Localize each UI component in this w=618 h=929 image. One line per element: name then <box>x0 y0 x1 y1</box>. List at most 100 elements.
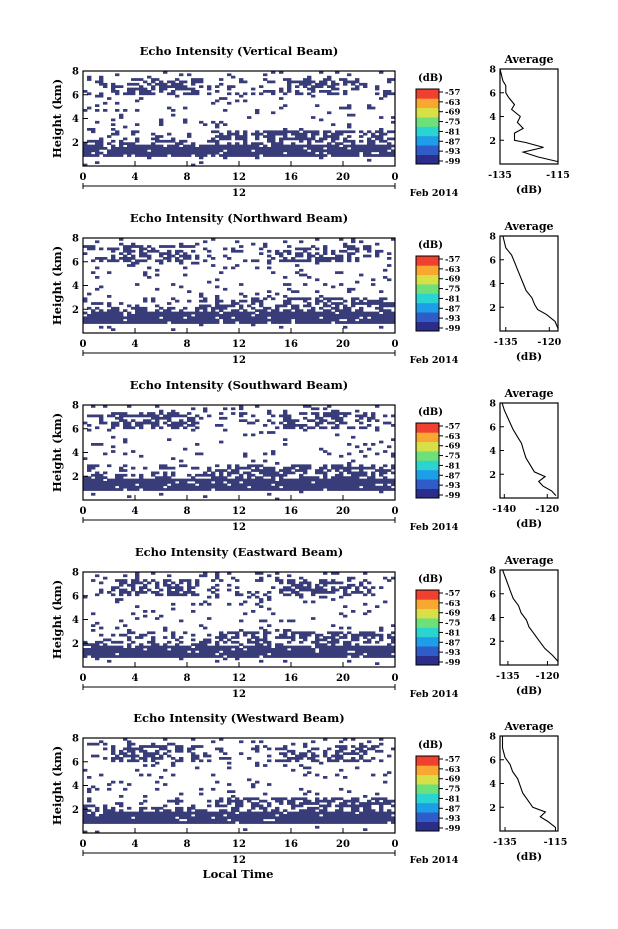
echo-cell <box>171 648 176 651</box>
echo-cell <box>351 488 356 491</box>
echo-cell <box>235 318 240 322</box>
echo-cell <box>95 104 100 108</box>
echo-cell <box>343 745 348 748</box>
echo-cell <box>343 652 348 656</box>
echo-cell <box>163 476 168 480</box>
echo-cell <box>327 111 332 115</box>
echo-cell <box>287 321 292 324</box>
echo-cell <box>339 811 344 815</box>
echo-cell <box>83 144 88 148</box>
echo-cell <box>383 576 388 580</box>
echo-cell <box>159 135 164 138</box>
echo-cell <box>203 306 208 310</box>
echo-cell <box>199 452 204 456</box>
echo-cell <box>331 137 336 141</box>
x-tick-label: 0 <box>392 673 399 684</box>
date-label: Feb 2014 <box>410 355 459 366</box>
echo-cell <box>335 254 340 258</box>
echo-cell <box>263 631 268 635</box>
echo-cell <box>239 485 244 489</box>
echo-cell <box>111 488 116 491</box>
echo-cell <box>283 631 288 635</box>
echo-cell <box>307 648 312 651</box>
echo-cell <box>243 137 248 141</box>
echo-cell <box>199 655 204 658</box>
echo-cell <box>271 478 276 482</box>
echo-cell <box>87 821 92 824</box>
echo-cell <box>303 85 308 89</box>
echo-cell <box>343 412 348 415</box>
echo-cell <box>215 645 220 649</box>
echo-cell <box>339 754 344 758</box>
echo-cell <box>131 581 136 585</box>
echo-cell <box>123 254 128 258</box>
echo-cell <box>271 414 276 418</box>
echo-cell <box>387 648 392 651</box>
echo-cell <box>327 640 332 644</box>
echo-cell <box>103 814 108 817</box>
echo-cell <box>203 488 208 491</box>
echo-cell <box>187 412 192 415</box>
echo-cell <box>215 130 220 134</box>
x-tick-label: 8 <box>184 172 191 183</box>
echo-cell <box>379 816 384 820</box>
echo-cell <box>235 797 240 801</box>
echo-cell <box>159 120 164 124</box>
echo-cell <box>159 816 164 820</box>
echo-cell <box>267 624 272 628</box>
colorbar-segment <box>416 265 439 276</box>
echo-cell <box>291 588 296 592</box>
echo-cell <box>135 576 140 580</box>
echo-cell <box>291 631 296 635</box>
echo-cell <box>127 747 132 751</box>
echo-cell <box>155 806 160 810</box>
echo-cell <box>159 151 164 155</box>
echo-cell <box>91 652 96 656</box>
echo-cell <box>291 636 296 639</box>
echo-cell <box>391 478 396 482</box>
echo-cell <box>291 471 296 475</box>
echo-cell <box>211 306 216 310</box>
echo-cell <box>263 135 268 138</box>
echo-cell <box>379 139 384 143</box>
echo-cell <box>167 588 172 592</box>
echo-cell <box>207 139 212 143</box>
echo-cell <box>287 416 292 420</box>
echo-cell <box>275 149 280 153</box>
echo-cell <box>279 469 284 472</box>
echo-cell <box>235 249 240 253</box>
echo-cell <box>347 818 352 822</box>
echo-cell <box>227 797 232 801</box>
echo-cell <box>267 471 272 475</box>
echo-cell <box>279 71 284 74</box>
echo-cell <box>383 90 388 93</box>
echo-cell <box>91 492 96 496</box>
echo-cell <box>319 80 324 84</box>
echo-cell <box>371 139 376 143</box>
echo-cell <box>347 113 352 117</box>
echo-cell <box>235 483 240 487</box>
echo-cell <box>359 650 364 654</box>
echo-cell <box>315 132 320 136</box>
echo-cell <box>211 818 216 822</box>
echo-cell <box>187 645 192 649</box>
echo-cell <box>343 106 348 110</box>
echo-cell <box>355 149 360 153</box>
echo-cell <box>319 586 324 590</box>
echo-cell <box>251 323 256 327</box>
echo-cell <box>215 299 220 303</box>
echo-cell <box>115 476 120 480</box>
echo-cell <box>243 139 248 143</box>
echo-cell <box>239 94 244 98</box>
echo-cell <box>275 652 280 656</box>
echo-cell <box>199 645 204 649</box>
echo-cell <box>367 638 372 642</box>
echo-cell <box>87 481 92 484</box>
echo-cell <box>163 752 168 756</box>
echo-cell <box>239 643 244 647</box>
echo-cell <box>99 740 104 744</box>
echo-cell <box>179 149 184 153</box>
echo-cell <box>255 111 260 115</box>
echo-cell <box>363 811 368 815</box>
echo-cell <box>127 745 132 748</box>
